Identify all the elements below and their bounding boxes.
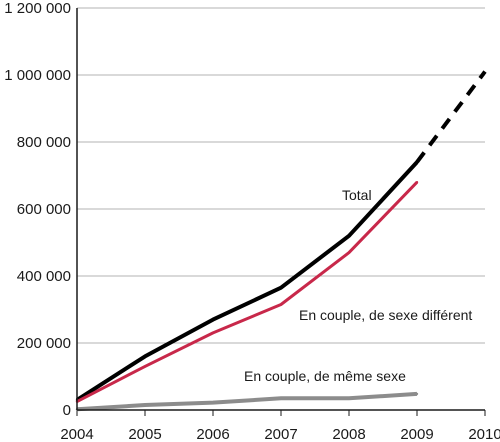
data-point-en-couple-de-sexe-different: [143, 365, 147, 368]
x-tick-label: 2005: [128, 426, 161, 442]
data-point-en-couple-de-sexe-different: [279, 303, 283, 306]
data-point-en-couple-de-sexe-different: [347, 251, 351, 254]
data-point-en-couple-de-meme-sexe: [415, 392, 419, 396]
y-tick-label: 800 000: [17, 134, 71, 151]
series-lines: [75, 70, 487, 412]
series-line-total: [75, 160, 419, 402]
x-axis-tick-labels: 2004 2005 2006 2007 2008 2009 2010: [60, 410, 500, 442]
series-annotations: Total En couple, de sexe différent En co…: [244, 187, 472, 384]
data-point-en-couple-de-sexe-different: [211, 331, 215, 335]
x-tick-label: 2006: [196, 426, 229, 442]
data-point-en-couple-de-meme-sexe: [279, 397, 283, 400]
y-tick-label: 400 000: [17, 268, 71, 285]
series-label-total: Total: [342, 187, 372, 203]
series-line-en-couple-de-meme-sexe: [76, 391, 418, 412]
x-tick-label: 2004: [60, 426, 93, 442]
series-label-different-sex: En couple, de sexe différent: [299, 307, 472, 323]
data-point-total: [279, 286, 283, 289]
data-point-en-couple-de-meme-sexe: [143, 403, 147, 407]
y-tick-label: 1 200 000: [4, 0, 71, 17]
x-tick-label: 2009: [400, 426, 433, 442]
x-tick-label: 2010: [468, 426, 500, 442]
data-point-en-couple-de-meme-sexe: [347, 397, 351, 400]
y-tick-label: 200 000: [17, 335, 71, 352]
data-point-en-couple-de-sexe-different: [415, 181, 419, 184]
x-tick-label: 2007: [264, 426, 297, 442]
y-tick-label: 1 000 000: [4, 67, 71, 84]
data-point-total: [347, 234, 351, 237]
series-line-en-couple-de-sexe-different: [76, 181, 419, 403]
gridlines: [77, 7, 485, 344]
x-tick-label: 2008: [332, 426, 365, 442]
data-point-en-couple-de-meme-sexe: [211, 401, 215, 404]
projection-line-total: [415, 70, 487, 164]
data-point-total: [211, 318, 215, 321]
series-label-same-sex: En couple, de même sexe: [244, 368, 406, 384]
y-tick-label: 0: [63, 402, 71, 419]
y-axis-tick-labels: 0 200 000 400 000 600 000 800 000 1 000 000 1 …: [4, 0, 71, 419]
data-point-total: [143, 355, 147, 358]
y-tick-label: 600 000: [17, 201, 71, 218]
